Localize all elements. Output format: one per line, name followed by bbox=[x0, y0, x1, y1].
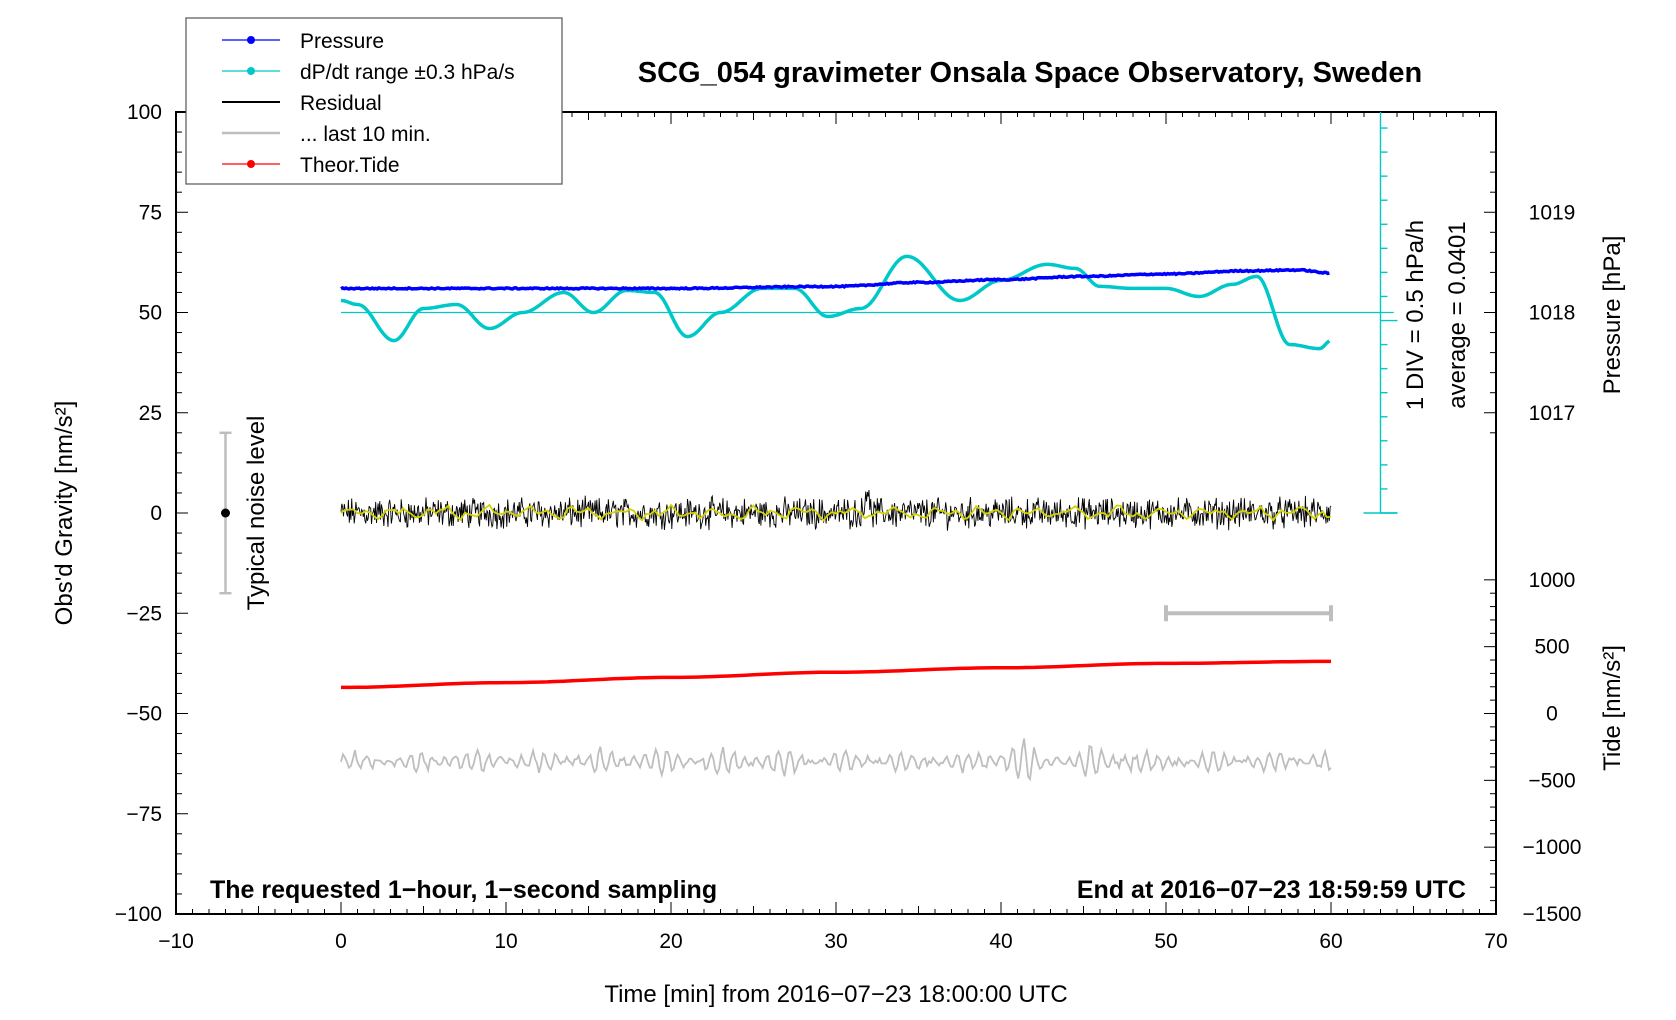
y-axis-label-pressure: Pressure [hPa] bbox=[1599, 236, 1626, 395]
scale-bar-text: 1 DIV = 0.5 hPa/h bbox=[1402, 220, 1429, 410]
y-tick-label: 0 bbox=[150, 502, 162, 525]
x-tick-label: −10 bbox=[158, 930, 194, 953]
chart-title: SCG_054 gravimeter Onsala Space Observat… bbox=[638, 57, 1422, 89]
tide-tick-label: 1000 bbox=[1529, 569, 1576, 592]
y-tick-label: −75 bbox=[126, 803, 162, 826]
legend-label: Residual bbox=[300, 92, 382, 115]
legend-entry-tide: Theor.Tide bbox=[222, 154, 400, 177]
tide-line bbox=[341, 659, 1331, 690]
residual-smoothed-line bbox=[340, 503, 1332, 522]
y-axis-label-tide: Tide [nm/s²] bbox=[1599, 645, 1626, 771]
x-tick-label: 50 bbox=[1154, 930, 1177, 953]
tide-tick-label: −500 bbox=[1528, 769, 1575, 792]
y-tick-label: 75 bbox=[139, 201, 162, 224]
y-tick-label: 50 bbox=[139, 302, 162, 325]
pressure-tick-label: 1018 bbox=[1529, 302, 1576, 325]
noise-level-dot bbox=[221, 508, 230, 518]
sampling-note: The requested 1−hour, 1−second sampling bbox=[210, 876, 717, 904]
legend-label: Pressure bbox=[300, 30, 384, 53]
legend-entry-dpdt: dP/dt range ±0.3 hPa/s bbox=[222, 61, 515, 84]
y-tick-label: −50 bbox=[126, 703, 162, 726]
pressure-line bbox=[340, 267, 1330, 291]
legend-label: Theor.Tide bbox=[300, 154, 400, 177]
x-tick-label: 40 bbox=[989, 930, 1012, 953]
end-time-note: End at 2016−07−23 18:59:59 UTC bbox=[1077, 876, 1466, 904]
x-tick-label: 20 bbox=[659, 930, 682, 953]
pressure-tick-label: 1019 bbox=[1529, 201, 1576, 224]
tide-tick-label: −1000 bbox=[1523, 836, 1582, 859]
pressure-tick-label: 1017 bbox=[1529, 402, 1576, 425]
average-text: average = 0.0401 bbox=[1444, 221, 1471, 409]
tide-tick-label: 0 bbox=[1546, 703, 1558, 726]
y-tick-label: 100 bbox=[127, 101, 162, 124]
legend-entry-pressure: Pressure bbox=[222, 30, 384, 53]
legend-entry-last-10-min: ... last 10 min. bbox=[222, 123, 431, 146]
x-tick-label: 60 bbox=[1319, 930, 1342, 953]
y-tick-label: 25 bbox=[139, 402, 162, 425]
dpdt-scale-bar bbox=[1363, 112, 1398, 514]
x-axis-label: Time [min] from 2016−07−23 18:00:00 UTC bbox=[604, 981, 1067, 1008]
axis-ticks: −10 0 10 20 30 40 50 60 70−100−75−50−25025507510… bbox=[115, 101, 1582, 953]
noise-level-label: Typical noise level bbox=[243, 416, 270, 611]
residual-line bbox=[340, 490, 1332, 531]
legend-label: ... last 10 min. bbox=[300, 123, 431, 146]
tide-tick-label: −1500 bbox=[1523, 903, 1582, 926]
series-layer bbox=[219, 254, 1394, 782]
legend: Pressure dP/dt range ±0.3 hPa/s Residual… bbox=[185, 17, 563, 185]
y-tick-label: −25 bbox=[126, 602, 162, 625]
legend-entry-residual: Residual bbox=[222, 92, 382, 115]
x-tick-label: 70 bbox=[1484, 930, 1507, 953]
x-tick-label: 0 bbox=[335, 930, 347, 953]
dpdt-line bbox=[340, 254, 1331, 351]
y-axis-label-left: Obs'd Gravity [nm/s²] bbox=[51, 401, 78, 626]
y-tick-label: −100 bbox=[115, 903, 162, 926]
tide-tick-label: 500 bbox=[1534, 636, 1569, 659]
x-tick-label: 30 bbox=[824, 930, 847, 953]
last-10-min-line bbox=[340, 738, 1332, 782]
x-tick-label: 10 bbox=[494, 930, 517, 953]
legend-label: dP/dt range ±0.3 hPa/s bbox=[300, 61, 515, 84]
